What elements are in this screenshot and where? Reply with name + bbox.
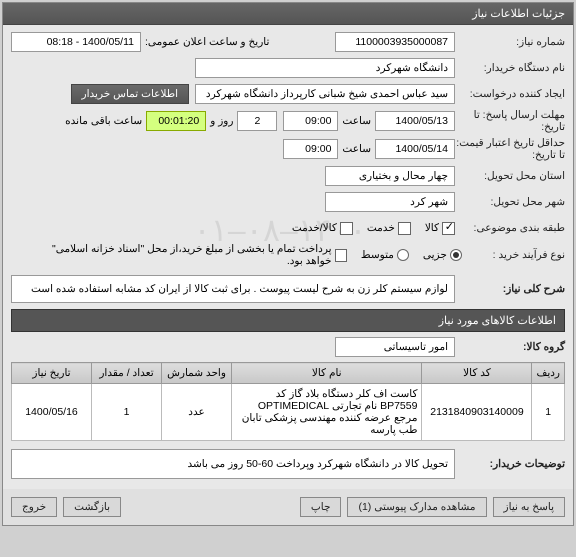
class-khedmat-check[interactable] [398, 222, 411, 235]
notes-label: توضیحات خریدار: [455, 458, 565, 470]
pub-dt-label: تاریخ و ساعت اعلان عمومی: [145, 36, 269, 48]
cell-unit: عدد [162, 384, 232, 441]
valid-label: حداقل تاریخ اعتبار قیمت: تا تاریخ: [455, 137, 565, 161]
items-header-text: اطلاعات کالاهای مورد نیاز [439, 315, 556, 327]
timeleft-suffix: ساعت باقی مانده [65, 115, 142, 127]
valid-time: 09:00 [283, 139, 338, 159]
th-idx: ردیف [532, 363, 565, 384]
group-label: گروه کالا: [455, 341, 565, 353]
resp-time: 09:00 [283, 111, 338, 131]
exit-button[interactable]: خروج [11, 497, 57, 517]
items-header: اطلاعات کالاهای مورد نیاز [11, 309, 565, 332]
requester-value: سید عباس احمدی شیخ شبانی کارپرداز دانشگا… [195, 84, 455, 104]
class-kk-label: کالا/خدمت [292, 222, 337, 234]
respond-button[interactable]: پاسخ به نیاز [493, 497, 565, 517]
th-unit: واحد شمارش [162, 363, 232, 384]
notes-value: تحویل کالا در دانشگاه شهرکرد وپرداخت 60-… [11, 449, 455, 479]
class-kala-check[interactable] [442, 222, 455, 235]
buyer-value: دانشگاه شهرکرد [195, 58, 455, 78]
resp-days: 2 [237, 111, 277, 131]
print-button[interactable]: چاپ [300, 497, 342, 517]
resp-date: 1400/05/13 [375, 111, 455, 131]
group-value: امور تاسیساتی [335, 337, 455, 357]
panel-header: جزئیات اطلاعات نیاز [3, 3, 573, 25]
class-khedmat-label: خدمت [367, 222, 395, 234]
contact-buyer-button[interactable]: اطلاعات تماس خریدار [71, 84, 189, 104]
attachments-button[interactable]: مشاهده مدارک پیوستی (1) [347, 497, 486, 517]
panel-title: جزئیات اطلاعات نیاز [472, 8, 565, 20]
th-ndate: تاریخ نیاز [12, 363, 92, 384]
footer: پاسخ به نیاز مشاهده مدارک پیوستی (1) چاپ… [3, 489, 573, 525]
cell-ndate: 1400/05/16 [12, 384, 92, 441]
valid-date: 1400/05/14 [375, 139, 455, 159]
back-button[interactable]: بازگشت [63, 497, 121, 517]
cell-qty: 1 [92, 384, 162, 441]
desc-label: شرح کلی نیاز: [455, 283, 565, 295]
cell-code: 2131840903140009 [422, 384, 532, 441]
cell-idx: 1 [532, 384, 565, 441]
need-no-value: 1100003935000087 [335, 32, 455, 52]
rooz-label: روز و [210, 115, 233, 127]
items-table: ردیف کد کالا نام کالا واحد شمارش تعداد /… [11, 362, 565, 441]
th-qty: تعداد / مقدار [92, 363, 162, 384]
proc-motavaset-radio[interactable] [397, 249, 409, 261]
deliv-addr: چهار محال و بختیاری [325, 166, 455, 186]
class-kala-label: کالا [425, 222, 439, 234]
proc-jozi-radio[interactable] [450, 249, 462, 261]
pub-dt-value: 1400/05/11 - 08:18 [11, 32, 141, 52]
class-label: طبقه بندی موضوعی: [455, 222, 565, 234]
pay-note-check[interactable] [335, 249, 347, 262]
form-area: ۱۴۰۰–۰۸–۰۱ شماره نیاز: 1100003935000087 … [3, 25, 573, 489]
proc-label: نوع فرآیند خرید : [462, 249, 565, 261]
desc-value: لوازم سیستم کلر زن به شرح لیست پیوست . ب… [11, 275, 455, 303]
details-panel: جزئیات اطلاعات نیاز ۱۴۰۰–۰۸–۰۱ شماره نیا… [2, 2, 574, 526]
need-no-label: شماره نیاز: [455, 36, 565, 48]
class-kk-check[interactable] [340, 222, 353, 235]
saat-label-1: ساعت [342, 115, 371, 127]
resp-deadline-label: مهلت ارسال پاسخ: تا تاریخ: [455, 109, 565, 133]
deliv-city: شهر کرد [325, 192, 455, 212]
time-left: 00:01:20 [146, 111, 206, 131]
proc-motavaset-label: متوسط [361, 249, 394, 261]
deliv-city-label: شهر محل تحویل: [455, 196, 565, 208]
th-code: کد کالا [422, 363, 532, 384]
pay-note: پرداخت تمام یا بخشی از مبلغ خرید،از محل … [25, 243, 332, 267]
saat-label-2: ساعت [342, 143, 371, 155]
table-row[interactable]: 1 2131840903140009 کاست اف کلر دستگاه بل… [12, 384, 565, 441]
deliv-addr-label: استان محل تحویل: [455, 170, 565, 182]
th-name: نام کالا [232, 363, 422, 384]
buyer-label: نام دستگاه خریدار: [455, 62, 565, 74]
cell-name: کاست اف کلر دستگاه بلاد گاز کد BP7559 نا… [232, 384, 422, 441]
proc-jozi-label: جزیی [423, 249, 447, 261]
requester-label: ایجاد کننده درخواست: [455, 88, 565, 100]
